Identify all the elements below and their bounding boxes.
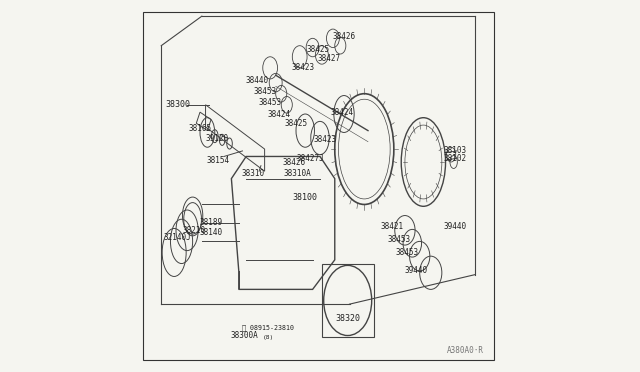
Text: 38154: 38154	[207, 155, 230, 165]
Text: 38103: 38103	[444, 147, 467, 155]
Text: (8): (8)	[262, 335, 274, 340]
Text: 38427J: 38427J	[297, 154, 324, 163]
Text: 38320: 38320	[335, 314, 360, 323]
Text: 38189: 38189	[200, 218, 223, 227]
Text: 38421: 38421	[380, 222, 404, 231]
Text: 38210: 38210	[183, 226, 206, 235]
Text: 38423: 38423	[292, 63, 315, 72]
Text: 38426: 38426	[283, 157, 306, 167]
Text: 38310A: 38310A	[284, 169, 312, 177]
Text: Ⓜ 08915-23810: Ⓜ 08915-23810	[243, 325, 294, 331]
Text: 38425: 38425	[307, 45, 330, 54]
Text: 39440: 39440	[444, 222, 467, 231]
Text: 38453: 38453	[388, 235, 411, 244]
Text: A380A0·R: A380A0·R	[447, 346, 484, 355]
Text: 38426: 38426	[332, 32, 356, 41]
Text: 38453: 38453	[253, 87, 276, 96]
Text: 38300: 38300	[165, 100, 190, 109]
Text: 38424: 38424	[268, 109, 291, 119]
Text: 38440: 38440	[246, 76, 269, 85]
Text: 38453: 38453	[259, 99, 282, 108]
Text: 38140: 38140	[200, 228, 223, 237]
Text: 38102: 38102	[444, 154, 467, 163]
Text: 38425: 38425	[284, 119, 308, 128]
Text: 38310: 38310	[242, 169, 265, 177]
Text: 38100: 38100	[292, 193, 317, 202]
Text: 39440: 39440	[404, 266, 428, 275]
Text: 39120: 39120	[205, 134, 228, 142]
Text: 38300A: 38300A	[230, 331, 258, 340]
Text: 38165: 38165	[188, 124, 212, 133]
Text: 32140J: 32140J	[164, 233, 192, 242]
Text: 38424: 38424	[331, 108, 354, 117]
Text: 38427: 38427	[317, 54, 340, 63]
Text: 38453: 38453	[396, 248, 419, 257]
Text: 38423: 38423	[314, 135, 337, 144]
